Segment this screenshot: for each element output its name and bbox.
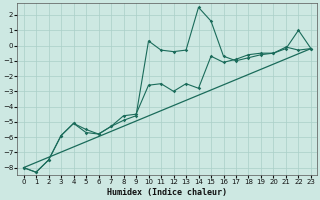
X-axis label: Humidex (Indice chaleur): Humidex (Indice chaleur) — [107, 188, 227, 197]
